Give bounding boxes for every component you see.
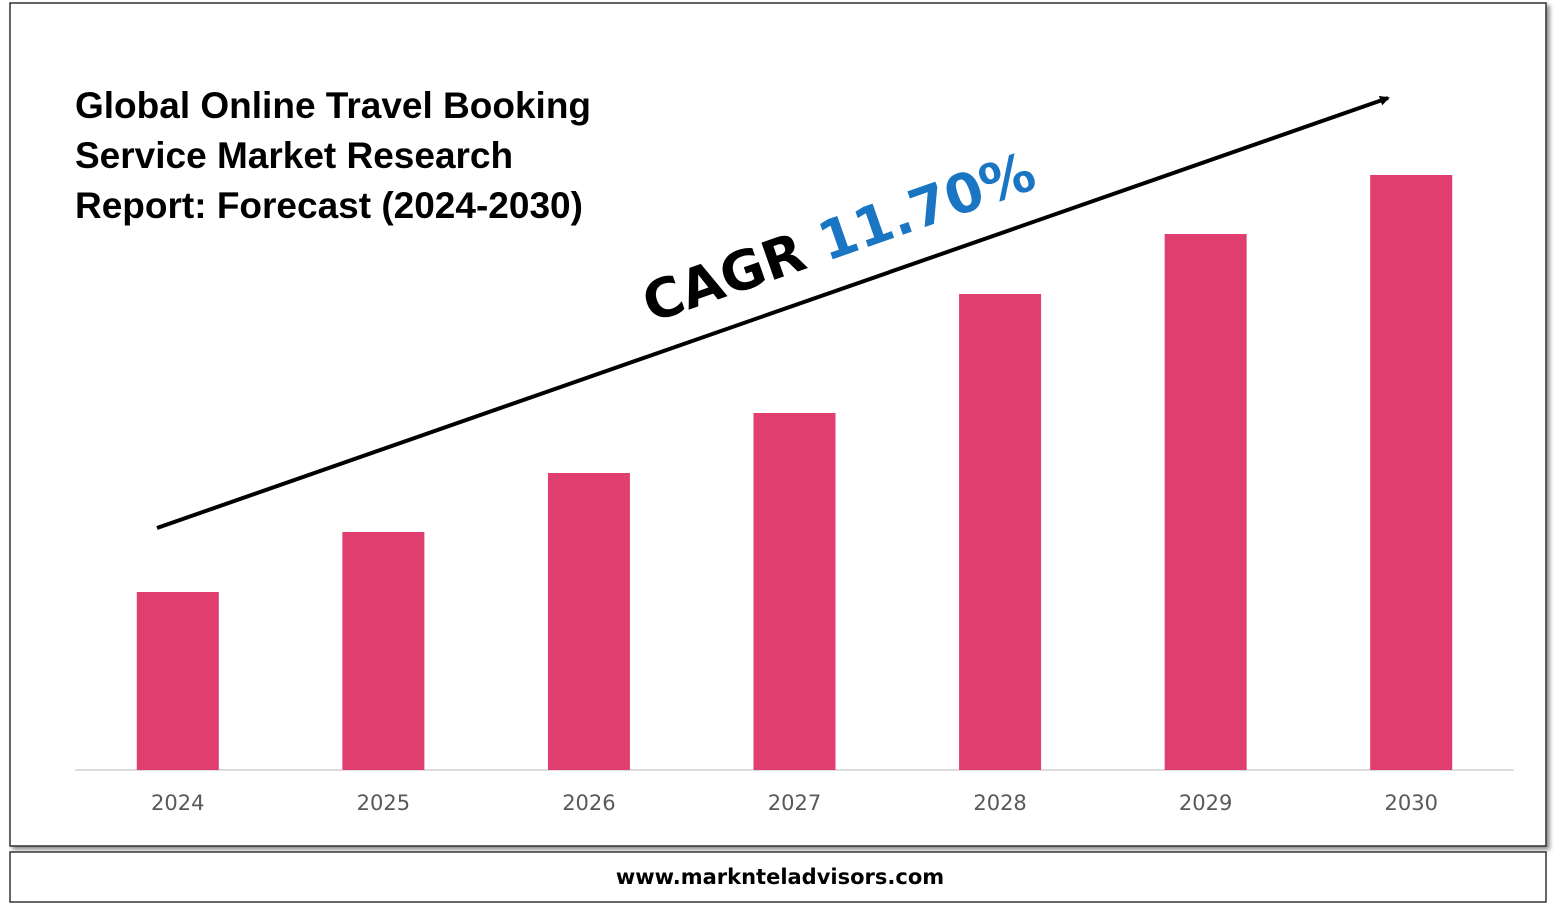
trend-arrow [156,95,1390,530]
footer-frame [9,851,1547,903]
bar [136,592,219,770]
bar [342,532,425,770]
bar [547,473,630,770]
chart-title: Service Market Research [75,135,513,176]
chart-title: Report: Forecast (2024-2030) [75,185,583,226]
x-tick-label: 2025 [357,791,410,815]
bar [1370,175,1453,770]
x-tick-label: 2029 [1179,791,1232,815]
x-tick-label: 2027 [768,791,821,815]
x-tick-label: 2028 [973,791,1026,815]
chart-title: Global Online Travel Booking [75,85,591,126]
x-tick-label: 2024 [151,791,204,815]
x-tick-label: 2030 [1384,791,1437,815]
source: www.marknteladvisors.com [616,865,944,889]
bar [753,413,836,770]
bar [1164,234,1247,770]
bar [959,294,1042,770]
x-tick-label: 2026 [562,791,615,815]
